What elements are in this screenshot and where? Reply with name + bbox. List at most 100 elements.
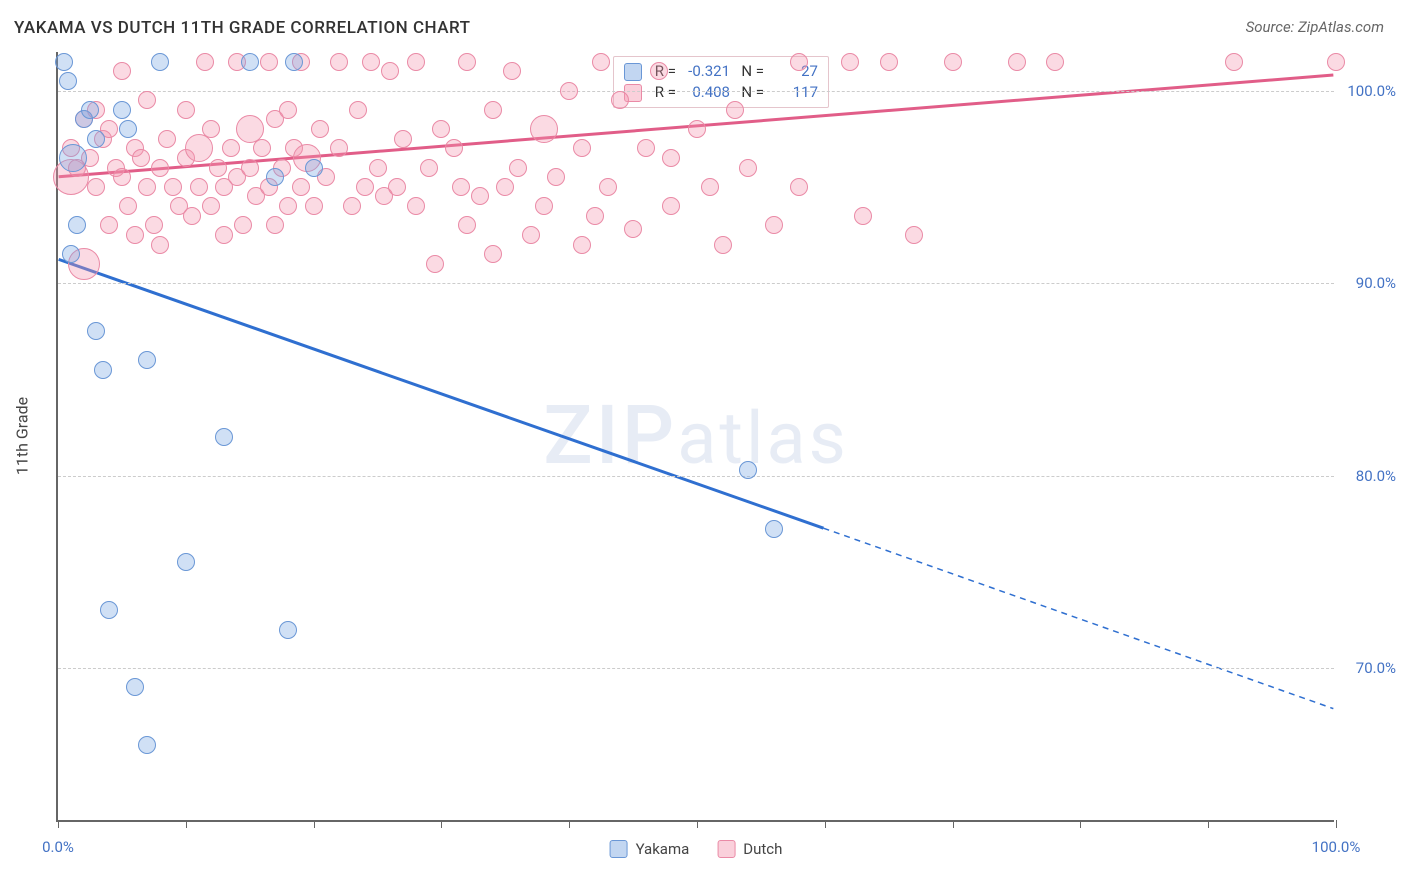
dutch-point bbox=[522, 226, 540, 244]
dutch-point bbox=[87, 178, 105, 196]
yakama-point bbox=[138, 736, 156, 754]
yakama-swatch-icon bbox=[624, 63, 642, 81]
bottom-legend: Yakama Dutch bbox=[610, 840, 783, 858]
y-tick-label: 80.0% bbox=[1356, 467, 1396, 485]
dutch-point bbox=[452, 178, 470, 196]
dutch-point bbox=[765, 216, 783, 234]
dutch-point bbox=[586, 207, 604, 225]
dutch-point bbox=[484, 101, 502, 119]
dutch-point bbox=[714, 236, 732, 254]
dutch-point bbox=[790, 178, 808, 196]
dutch-point bbox=[260, 53, 278, 71]
x-tick bbox=[441, 820, 442, 828]
dutch-point bbox=[305, 197, 323, 215]
dutch-point bbox=[343, 197, 361, 215]
dutch-point bbox=[158, 130, 176, 148]
dutch-point bbox=[369, 159, 387, 177]
yakama-point bbox=[87, 322, 105, 340]
dutch-point bbox=[535, 197, 553, 215]
gridline bbox=[58, 668, 1334, 669]
dutch-point bbox=[530, 115, 558, 143]
yakama-point bbox=[62, 245, 80, 263]
y-tick-label: 90.0% bbox=[1356, 274, 1396, 292]
x-tick bbox=[1336, 820, 1337, 828]
dutch-point bbox=[458, 53, 476, 71]
yakama-point bbox=[739, 461, 757, 479]
dutch-point bbox=[132, 149, 150, 167]
yakama-point bbox=[55, 53, 73, 71]
dutch-r-value: 0.408 bbox=[682, 82, 730, 103]
dutch-point bbox=[362, 53, 380, 71]
yakama-point bbox=[279, 621, 297, 639]
dutch-point bbox=[790, 53, 808, 71]
dutch-point bbox=[854, 207, 872, 225]
y-axis-label: 11th Grade bbox=[13, 397, 32, 475]
dutch-point bbox=[1225, 53, 1243, 71]
trend-line bbox=[823, 528, 1333, 708]
dutch-point bbox=[701, 178, 719, 196]
dutch-point bbox=[599, 178, 617, 196]
dutch-point bbox=[471, 187, 489, 205]
dutch-point bbox=[113, 62, 131, 80]
x-tick bbox=[825, 820, 826, 828]
yakama-point bbox=[126, 678, 144, 696]
dutch-point bbox=[222, 139, 240, 157]
trend-line bbox=[59, 259, 824, 528]
dutch-point bbox=[573, 139, 591, 157]
dutch-point bbox=[145, 216, 163, 234]
gridline bbox=[58, 91, 1334, 92]
x-tick-label: 100.0% bbox=[1312, 838, 1361, 856]
dutch-point bbox=[503, 62, 521, 80]
yakama-point bbox=[68, 216, 86, 234]
dutch-point bbox=[1008, 53, 1026, 71]
dutch-point bbox=[292, 178, 310, 196]
dutch-point bbox=[356, 178, 374, 196]
legend-item-dutch: Dutch bbox=[717, 840, 782, 858]
dutch-point bbox=[662, 149, 680, 167]
y-tick-label: 100.0% bbox=[1347, 82, 1396, 100]
yakama-point bbox=[59, 144, 87, 172]
x-tick bbox=[58, 820, 59, 828]
dutch-point bbox=[311, 120, 329, 138]
chart-source: Source: ZipAtlas.com bbox=[1246, 18, 1384, 36]
yakama-point bbox=[100, 601, 118, 619]
dutch-point bbox=[234, 216, 252, 234]
yakama-point bbox=[94, 361, 112, 379]
gridline bbox=[58, 283, 1334, 284]
dutch-point bbox=[662, 197, 680, 215]
dutch-point bbox=[209, 159, 227, 177]
dutch-point bbox=[215, 226, 233, 244]
yakama-point bbox=[285, 53, 303, 71]
dutch-point bbox=[349, 101, 367, 119]
dutch-point bbox=[330, 139, 348, 157]
n-label: N = bbox=[736, 61, 764, 82]
dutch-point bbox=[119, 197, 137, 215]
dutch-point bbox=[509, 159, 527, 177]
n-label: N = bbox=[736, 82, 764, 103]
x-tick bbox=[953, 820, 954, 828]
r-label: R = bbox=[648, 82, 676, 103]
dutch-point bbox=[484, 245, 502, 263]
x-tick bbox=[569, 820, 570, 828]
dutch-point bbox=[650, 62, 668, 80]
dutch-point bbox=[126, 226, 144, 244]
dutch-point bbox=[266, 216, 284, 234]
x-tick bbox=[1080, 820, 1081, 828]
dutch-point bbox=[496, 178, 514, 196]
dutch-point bbox=[151, 236, 169, 254]
dutch-point bbox=[547, 168, 565, 186]
dutch-point bbox=[841, 53, 859, 71]
dutch-point bbox=[688, 120, 706, 138]
dutch-point bbox=[905, 226, 923, 244]
x-tick bbox=[186, 820, 187, 828]
dutch-n-value: 117 bbox=[770, 82, 818, 103]
dutch-point bbox=[253, 139, 271, 157]
dutch-point bbox=[279, 197, 297, 215]
dutch-point bbox=[458, 216, 476, 234]
dutch-point bbox=[739, 159, 757, 177]
plot-area: 11th Grade ZIPatlas R = -0.321 N = 27 R … bbox=[56, 52, 1334, 822]
x-tick bbox=[314, 820, 315, 828]
x-tick bbox=[697, 820, 698, 828]
dutch-point bbox=[388, 178, 406, 196]
dutch-point bbox=[880, 53, 898, 71]
